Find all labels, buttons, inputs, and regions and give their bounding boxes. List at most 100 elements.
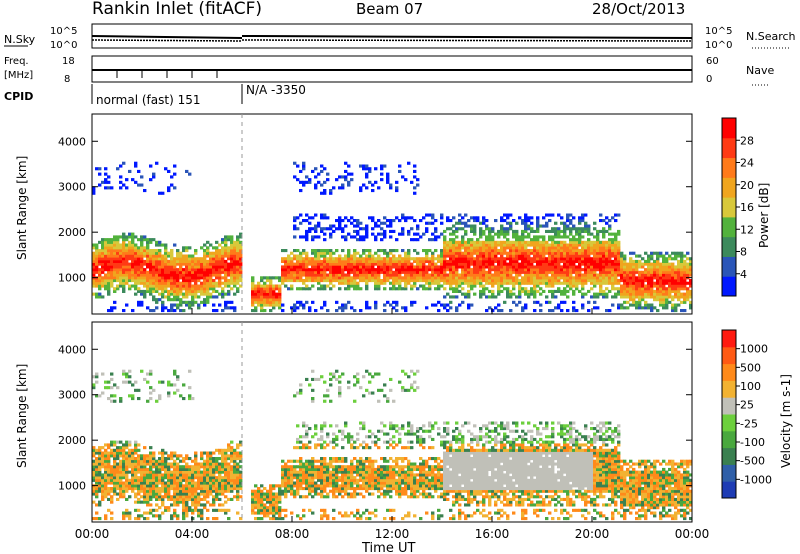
heatmap-cell: [578, 232, 582, 236]
heatmap-cell: [386, 279, 390, 283]
heatmap-cell: [461, 227, 465, 231]
heatmap-cell: [554, 273, 558, 277]
heatmap-cell: [476, 254, 480, 258]
heatmap-cell: [545, 221, 549, 225]
heatmap-cell: [317, 270, 321, 274]
heatmap-cell: [320, 265, 324, 269]
heatmap-cell: [359, 309, 363, 313]
heatmap-cell: [527, 279, 531, 283]
heatmap-cell: [221, 503, 225, 507]
heatmap-cell: [440, 265, 444, 269]
heatmap-cell: [455, 235, 459, 239]
heatmap-cell: [542, 251, 546, 255]
heatmap-cell: [152, 295, 156, 299]
heatmap-cell: [608, 257, 612, 261]
heatmap-cell: [347, 172, 351, 176]
heatmap-cell: [320, 254, 324, 258]
heatmap-cell: [353, 229, 357, 233]
heatmap-cell: [599, 262, 603, 266]
heatmap-cell: [335, 300, 339, 304]
heatmap-cell: [461, 216, 465, 220]
heatmap-cell: [134, 273, 138, 277]
heatmap-cell: [503, 213, 507, 217]
heatmap-cell: [404, 306, 408, 310]
heatmap-cell: [434, 268, 438, 272]
heatmap-cell: [359, 238, 363, 242]
heatmap-cell: [437, 287, 441, 291]
heatmap-cell: [461, 243, 465, 247]
heatmap-cell: [599, 240, 603, 244]
heatmap-cell: [518, 300, 522, 304]
heatmap-cell: [197, 497, 201, 501]
heatmap-cell: [515, 303, 519, 307]
heatmap-cell: [101, 478, 105, 482]
heatmap-cell: [155, 259, 159, 263]
heatmap-cell: [203, 262, 207, 266]
heatmap-cell: [188, 394, 192, 398]
heatmap-cell: [104, 467, 108, 471]
heatmap-cell: [221, 309, 225, 313]
heatmap-cell: [188, 397, 192, 401]
heatmap-cell: [170, 383, 174, 387]
heatmap-cell: [95, 476, 99, 480]
heatmap-cell: [317, 251, 321, 255]
heatmap-cell: [116, 492, 120, 496]
heatmap-cell: [425, 270, 429, 274]
heatmap-cell: [575, 265, 579, 269]
heatmap-cell: [569, 259, 573, 263]
heatmap-cell: [584, 251, 588, 255]
heatmap-cell: [167, 186, 171, 190]
heatmap-cell: [122, 457, 126, 461]
heatmap-cell: [521, 306, 525, 310]
heatmap-cell: [530, 229, 534, 233]
heatmap-cell: [173, 298, 177, 302]
heatmap-cell: [479, 262, 483, 266]
heatmap-cell: [128, 454, 132, 458]
heatmap-cell: [95, 473, 99, 477]
heatmap-cell: [596, 238, 600, 242]
heatmap-cell: [203, 476, 207, 480]
heatmap-cell: [140, 292, 144, 296]
heatmap-cell: [128, 246, 132, 250]
heatmap-cell: [146, 511, 150, 515]
heatmap-cell: [353, 268, 357, 272]
heatmap-cell: [137, 487, 141, 491]
heatmap-cell: [539, 235, 543, 239]
heatmap-cell: [578, 273, 582, 277]
heatmap-cell: [536, 281, 540, 285]
heatmap-cell: [677, 265, 681, 269]
heatmap-cell: [332, 268, 336, 272]
heatmap-cell: [107, 386, 111, 390]
heatmap-cell: [617, 254, 621, 258]
heatmap-cell: [215, 508, 219, 512]
heatmap-cell: [131, 470, 135, 474]
heatmap-cell: [311, 300, 315, 304]
heatmap-cell: [392, 281, 396, 285]
heatmap-cell: [329, 270, 333, 274]
heatmap-cell: [401, 213, 405, 217]
heatmap-cell: [218, 254, 222, 258]
heatmap-cell: [107, 254, 111, 258]
heatmap-cell: [356, 257, 360, 261]
heatmap-cell: [512, 262, 516, 266]
heatmap-cell: [365, 232, 369, 236]
heatmap-cell: [344, 224, 348, 228]
heatmap-cell: [185, 268, 189, 272]
heatmap-cell: [137, 489, 141, 493]
heatmap-cell: [512, 229, 516, 233]
heatmap-cell: [395, 276, 399, 280]
heatmap-cell: [515, 262, 519, 266]
heatmap-cell: [98, 448, 102, 452]
heatmap-cell: [509, 224, 513, 228]
heatmap-cell: [335, 178, 339, 182]
heatmap-cell: [503, 268, 507, 272]
heatmap-cell: [143, 481, 147, 485]
heatmap-cell: [152, 298, 156, 302]
heatmap-cell: [134, 478, 138, 482]
heatmap-cell: [539, 270, 543, 274]
heatmap-cell: [668, 287, 672, 291]
heatmap-cell: [608, 309, 612, 313]
heatmap-cell: [185, 281, 189, 285]
heatmap-cell: [134, 508, 138, 512]
heatmap-cell: [182, 492, 186, 496]
